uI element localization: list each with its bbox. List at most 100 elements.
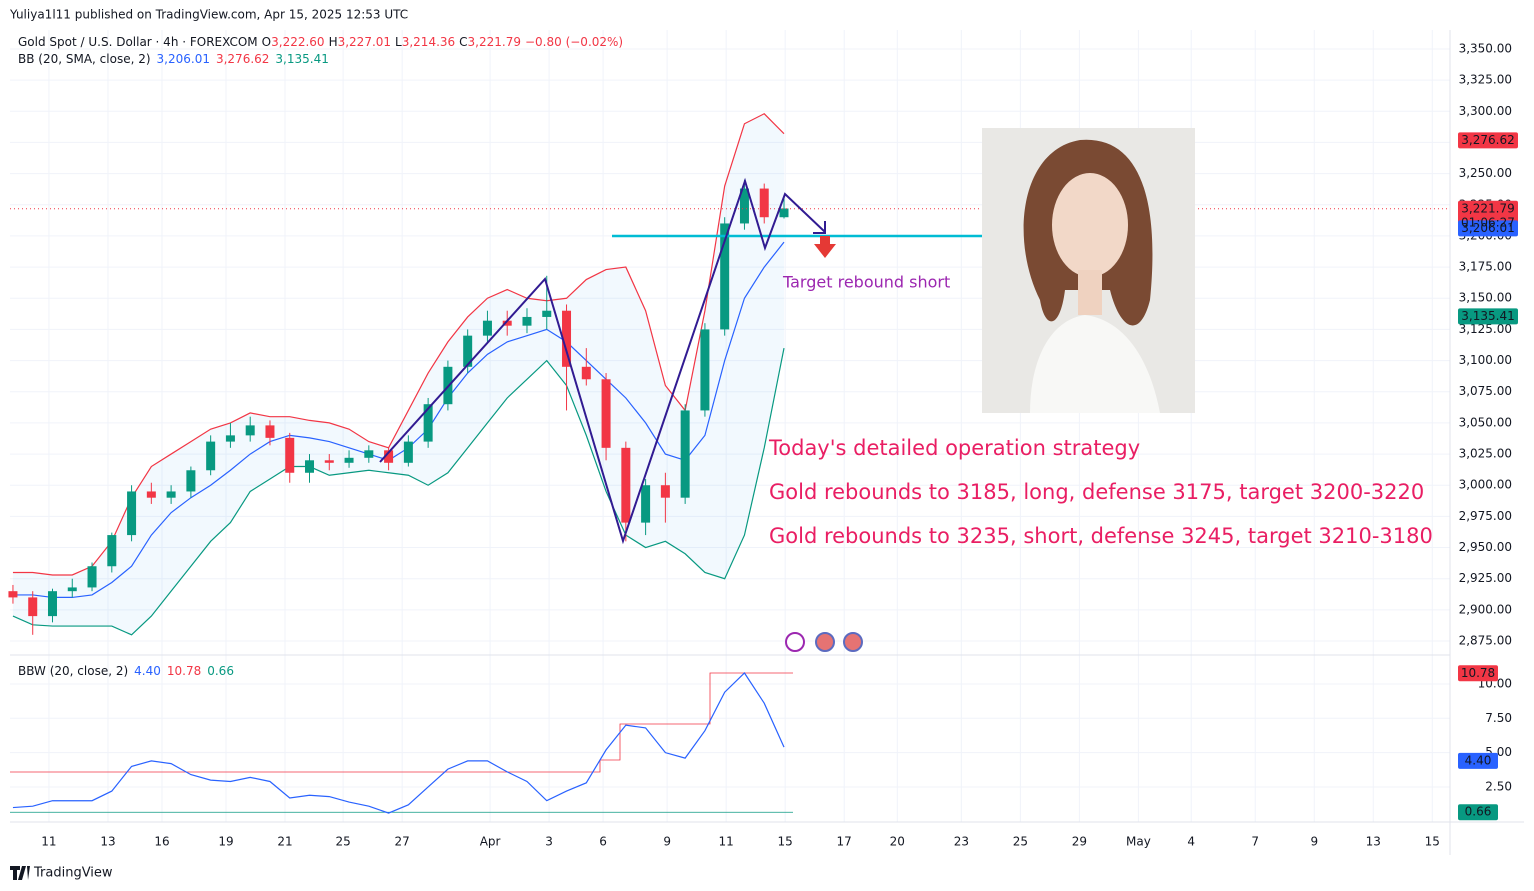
candle-body	[265, 425, 275, 438]
down-arrow	[814, 236, 836, 258]
strategy-line: Gold rebounds to 3185, long, defense 317…	[769, 480, 1424, 504]
x-tick-label: 13	[1366, 835, 1381, 849]
x-tick-label: 21	[277, 835, 292, 849]
x-tick-label: 11	[41, 835, 56, 849]
candle-body	[107, 535, 117, 567]
candle-body	[324, 460, 334, 463]
zigzag	[379, 177, 826, 545]
price-badge	[1458, 308, 1518, 325]
y-tick-label: 2.50	[1485, 779, 1512, 793]
price-badge	[1458, 665, 1498, 682]
candle-body	[720, 223, 730, 330]
x-tick-label: 25	[336, 835, 351, 849]
candle-body	[680, 410, 690, 498]
published: Yuliya1l11 published on TradingView.com,…	[9, 8, 408, 22]
legend: Gold Spot / U.S. Dollar · 4h · FOREXCOM O…	[18, 35, 623, 49]
candle-body	[186, 470, 196, 492]
y-tick-label: 3,025.00	[1459, 447, 1512, 461]
photo-face	[1052, 173, 1128, 277]
candle-body	[482, 320, 492, 336]
price-badge-label: 3,221.79	[1461, 201, 1514, 215]
x-tick-label: 25	[1013, 835, 1028, 849]
x-tick-label: 9	[663, 835, 671, 849]
max-line	[10, 672, 793, 773]
ohlc-key: O	[262, 35, 271, 49]
x-tick-label: 15	[1425, 835, 1440, 849]
y-tick-label: 7.50	[1485, 711, 1512, 725]
candle-body	[28, 597, 38, 617]
y-tick-label: 3,075.00	[1459, 384, 1512, 398]
indicator-value: 4.40	[134, 664, 161, 678]
x-tick-label: 6	[599, 835, 607, 849]
ohlc-value: 3,221.79	[468, 35, 521, 49]
candle-body	[285, 437, 295, 473]
y-tick-label: 3,325.00	[1459, 73, 1512, 87]
y-tick-label: 3,000.00	[1459, 478, 1512, 492]
y-tick-label: 2,875.00	[1459, 634, 1512, 648]
event-icon	[785, 632, 805, 652]
indicator-value: 0.66	[207, 664, 234, 678]
indicator-value: 10.78	[167, 664, 201, 678]
x-tick-label: 16	[154, 835, 169, 849]
photo-neck	[1078, 270, 1102, 315]
y-tick-label: 2,925.00	[1459, 571, 1512, 585]
candle-body	[364, 450, 374, 458]
event-icon	[815, 632, 835, 652]
ohlc-key: L	[395, 35, 402, 49]
price-badge	[1458, 132, 1518, 149]
candle-body	[206, 441, 216, 471]
candle-body	[47, 591, 57, 617]
x-tick-label: 17	[837, 835, 852, 849]
candle-body	[660, 485, 670, 498]
candle-body	[542, 310, 552, 317]
candle-body	[641, 485, 651, 523]
x-tick-label: 23	[954, 835, 969, 849]
logo	[10, 866, 30, 880]
candle-body	[8, 591, 18, 598]
photo	[982, 128, 1195, 413]
ohlc-value: 3,222.60	[271, 35, 324, 49]
x-tick-label: 9	[1310, 835, 1318, 849]
target-label: Target rebound short	[782, 273, 950, 292]
indicator: BBW (20, close, 2)	[18, 664, 128, 678]
price-badge-label: 3,135.41	[1461, 309, 1514, 323]
x-tick-label: 29	[1072, 835, 1087, 849]
candle-body	[759, 188, 769, 218]
zigzag-arrow	[813, 221, 826, 234]
symbol: Gold Spot / U.S. Dollar · 4h · FOREXCOM	[18, 35, 258, 49]
price-badge-label: 0.66	[1465, 805, 1492, 819]
band-line	[12, 241, 785, 599]
x-tick-label: Apr	[480, 835, 501, 849]
candle-body	[423, 404, 433, 442]
price-badge-label: 3,276.62	[1461, 133, 1514, 147]
ohlc-key: H	[329, 35, 338, 49]
y-tick-label: 3,300.00	[1459, 104, 1512, 118]
candle-body	[522, 316, 532, 326]
y-tick-label: 3,050.00	[1459, 415, 1512, 429]
strategy-title: Today's detailed operation strategy	[768, 436, 1140, 460]
price-badge	[1458, 752, 1498, 769]
y-tick-label: 3,125.00	[1459, 322, 1512, 336]
candle-body	[739, 188, 749, 224]
candle-body	[601, 379, 611, 448]
y-tick-label: 3,250.00	[1459, 166, 1512, 180]
candle-body	[344, 457, 354, 463]
candle-body	[87, 566, 97, 588]
band-fill	[12, 113, 785, 635]
candle-body	[581, 366, 591, 380]
price-badge	[1458, 220, 1518, 237]
candle-body	[146, 491, 156, 498]
candle-body	[67, 587, 77, 592]
x-tick-label: 13	[100, 835, 115, 849]
ohlc-value: 3,227.01	[338, 35, 391, 49]
candle-body	[384, 450, 394, 463]
x-tick-label: 20	[890, 835, 905, 849]
x-tick-label: 7	[1251, 835, 1259, 849]
y-tick-label: 3,175.00	[1459, 260, 1512, 274]
candle-body	[245, 425, 255, 436]
bbw-line	[12, 672, 785, 814]
price-badge-label: 10.78	[1461, 666, 1495, 680]
y-tick-label: 2,975.00	[1459, 509, 1512, 523]
y-tick-label: 3,100.00	[1459, 353, 1512, 367]
x-tick-label: May	[1126, 835, 1151, 849]
